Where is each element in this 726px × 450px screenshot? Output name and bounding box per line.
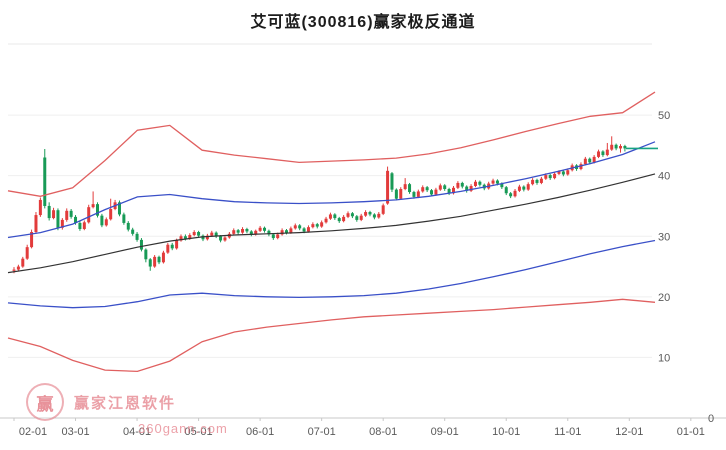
brand-watermark: 赢家江恩软件 [74, 395, 177, 412]
brand-logo-icon: 赢 [26, 383, 64, 421]
svg-text:05-01: 05-01 [185, 426, 213, 438]
svg-text:10-01: 10-01 [492, 426, 520, 438]
site-watermark: 360gann.com [138, 421, 228, 436]
svg-text:08-01: 08-01 [369, 426, 397, 438]
svg-text:20: 20 [658, 292, 670, 304]
candles [12, 136, 627, 274]
svg-text:04-01: 04-01 [123, 426, 151, 438]
chart-title: 艾可蓝(300816)赢家极反通道 [250, 14, 476, 31]
svg-text:02-01: 02-01 [19, 426, 47, 438]
channel-line-upper_outer [7, 91, 656, 197]
svg-text:40: 40 [658, 171, 670, 183]
svg-text:50: 50 [658, 110, 670, 122]
channel-lines [7, 91, 656, 373]
svg-text:11-01: 11-01 [554, 426, 581, 438]
channel-line-lower_outer [7, 298, 656, 373]
channel-line-middle [7, 173, 656, 274]
svg-text:12-01: 12-01 [615, 426, 643, 438]
svg-text:07-01: 07-01 [308, 426, 336, 438]
svg-text:09-01: 09-01 [431, 426, 459, 438]
brand-logo-char: 赢 [36, 394, 54, 414]
y-axis-labels: 0 10 20 30 40 50 [658, 110, 714, 425]
x-axis-labels: 02-01 03-01 04-01 05-01 06-01 07-01 08-01 09-01… [13, 418, 705, 438]
svg-text:01-01: 01-01 [677, 426, 705, 438]
channel-line-lower_inner [7, 239, 656, 309]
grid-lines [0, 43, 726, 419]
svg-text:0: 0 [708, 413, 714, 425]
svg-text:10: 10 [658, 352, 670, 364]
svg-text:30: 30 [658, 231, 670, 243]
svg-text:06-01: 06-01 [246, 426, 274, 438]
channel-line-upper_inner [7, 141, 656, 239]
candlestick-chart[interactable]: 0 10 20 30 40 50 02-01 03-01 04-01 05-01 06-01 07-0… [0, 28, 726, 450]
svg-text:03-01: 03-01 [61, 426, 89, 438]
